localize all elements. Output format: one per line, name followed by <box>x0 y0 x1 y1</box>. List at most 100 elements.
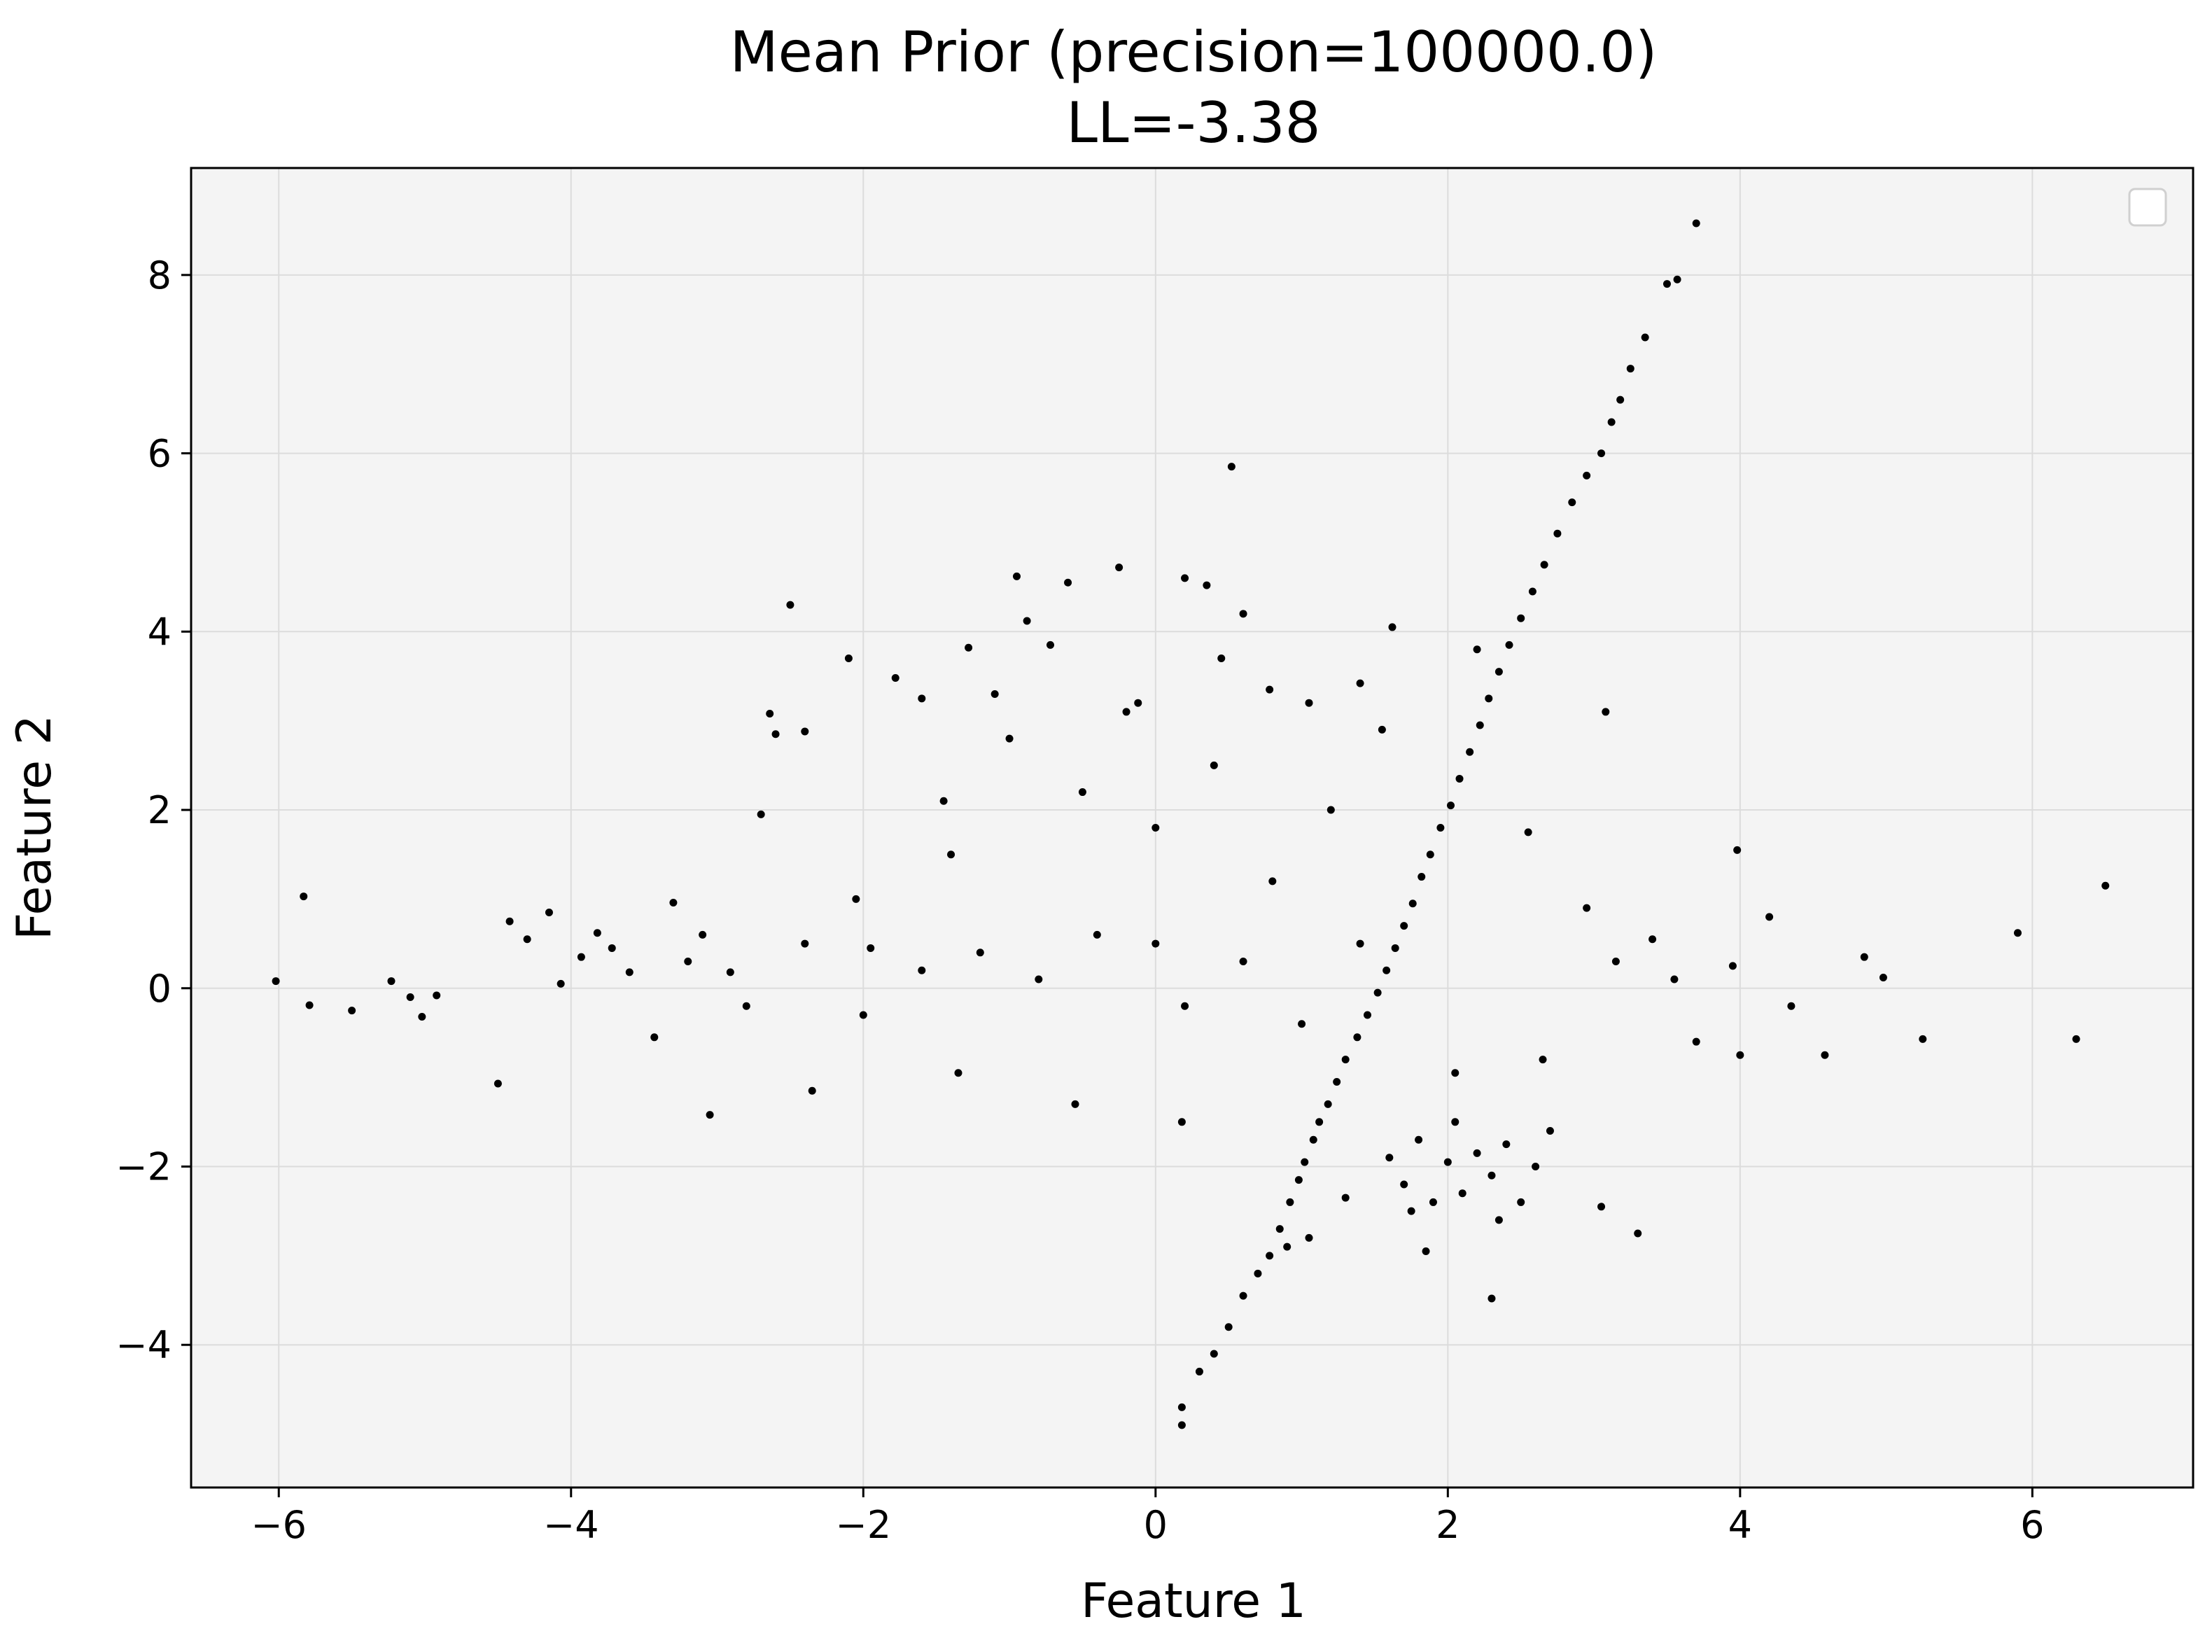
scatter-point <box>1436 824 1445 832</box>
scatter-point <box>1315 1118 1324 1126</box>
scatter-point <box>1294 1176 1303 1184</box>
y-tick-label: 4 <box>148 610 172 654</box>
chart-title: Mean Prior (precision=100000.0) <box>730 20 1658 85</box>
scatter-point <box>801 939 809 948</box>
scatter-point <box>852 895 860 903</box>
scatter-point <box>1408 899 1417 908</box>
scatter-point <box>1765 913 1774 921</box>
scatter-point <box>2101 881 2110 890</box>
scatter-point <box>1353 1033 1362 1042</box>
scatter-point <box>1494 1216 1503 1224</box>
scatter-point <box>939 797 948 805</box>
scatter-point <box>1093 930 1101 939</box>
scatter-point <box>1239 610 1247 618</box>
scatter-point <box>669 898 678 906</box>
scatter-point <box>1012 572 1021 580</box>
scatter-point <box>1860 953 1868 961</box>
scatter-point <box>1476 721 1484 729</box>
scatter-point <box>650 1033 659 1042</box>
scatter-point <box>1473 645 1481 654</box>
scatter-point <box>1458 1189 1466 1198</box>
scatter-point <box>965 643 973 652</box>
scatter-point <box>1364 1011 1372 1019</box>
y-tick-label: −2 <box>115 1144 172 1189</box>
scatter-point <box>523 935 531 944</box>
scatter-point <box>1455 774 1464 783</box>
scatter-point <box>493 1079 502 1088</box>
scatter-point <box>918 694 926 703</box>
scatter-point <box>844 654 853 663</box>
scatter-point <box>1071 1100 1079 1108</box>
scatter-point <box>1488 1171 1496 1180</box>
scatter-point <box>1254 1269 1262 1278</box>
scatter-point <box>1407 1207 1415 1215</box>
scatter-point <box>1451 1069 1460 1077</box>
scatter-point <box>1305 699 1313 707</box>
scatter-point <box>867 944 875 952</box>
scatter-point <box>1568 498 1576 507</box>
scatter-point <box>1298 1020 1306 1028</box>
scatter-point <box>625 968 634 976</box>
scatter-point <box>1607 418 1616 426</box>
scatter-point <box>1301 1158 1309 1166</box>
scatter-point <box>1177 1421 1186 1429</box>
scatter-point <box>433 991 441 1000</box>
scatter-point <box>1626 365 1634 373</box>
scatter-point <box>1821 1051 1829 1059</box>
scatter-point <box>2072 1035 2080 1043</box>
scatter-point <box>505 917 514 925</box>
scatter-point <box>418 1013 426 1021</box>
scatter-point <box>1266 685 1274 694</box>
scatter-point <box>808 1086 816 1095</box>
scatter-point <box>545 908 553 916</box>
scatter-point <box>1152 824 1160 832</box>
scatter-point <box>1634 1229 1642 1238</box>
scatter-point <box>1539 1056 1547 1064</box>
scatter-point <box>1648 935 1657 944</box>
scatter-point <box>1583 904 1591 912</box>
x-axis-label: Feature 1 <box>1081 1574 1306 1629</box>
scatter-point <box>1005 734 1014 743</box>
scatter-point <box>1583 471 1591 479</box>
scatter-point <box>1181 1002 1189 1010</box>
scatter-point <box>556 979 565 988</box>
scatter-point <box>757 810 765 818</box>
scatter-point <box>1488 1294 1496 1303</box>
scatter-point <box>1115 564 1124 572</box>
scatter-point <box>2013 929 2022 937</box>
scatter-point <box>1356 679 1364 687</box>
scatter-point <box>1597 449 1606 458</box>
scatter-point <box>1152 939 1160 948</box>
scatter-point <box>593 929 601 937</box>
scatter-points <box>272 219 2110 1429</box>
scatter-point <box>1122 708 1130 716</box>
scatter-point <box>1210 761 1218 769</box>
scatter-point <box>1429 1198 1437 1206</box>
scatter-point <box>1324 1100 1332 1108</box>
scatter-point <box>1181 574 1189 582</box>
scatter-point <box>1227 463 1236 471</box>
scatter-point <box>706 1111 714 1119</box>
scatter-point <box>1373 988 1382 997</box>
scatter-point <box>387 977 396 986</box>
scatter-point <box>1333 1077 1341 1086</box>
scatter-point <box>1239 958 1247 966</box>
scatter-point <box>786 601 794 609</box>
legend-box <box>2128 188 2167 227</box>
scatter-point <box>406 993 414 1001</box>
x-tick-label: 4 <box>1728 1503 1752 1547</box>
scatter-point <box>1528 587 1536 596</box>
scatter-point <box>1662 280 1671 288</box>
x-tick-label: 0 <box>1144 1503 1168 1547</box>
scatter-point <box>684 958 692 966</box>
plot-area <box>191 168 2193 1488</box>
scatter-point <box>1266 1252 1274 1260</box>
scatter-point <box>1177 1403 1186 1411</box>
scatter-point <box>272 977 280 986</box>
scatter-point <box>1451 1118 1460 1126</box>
scatter-point <box>1540 561 1548 569</box>
scatter-point <box>1385 1154 1394 1162</box>
scatter-point <box>1524 828 1532 836</box>
scatter-point <box>990 690 999 698</box>
